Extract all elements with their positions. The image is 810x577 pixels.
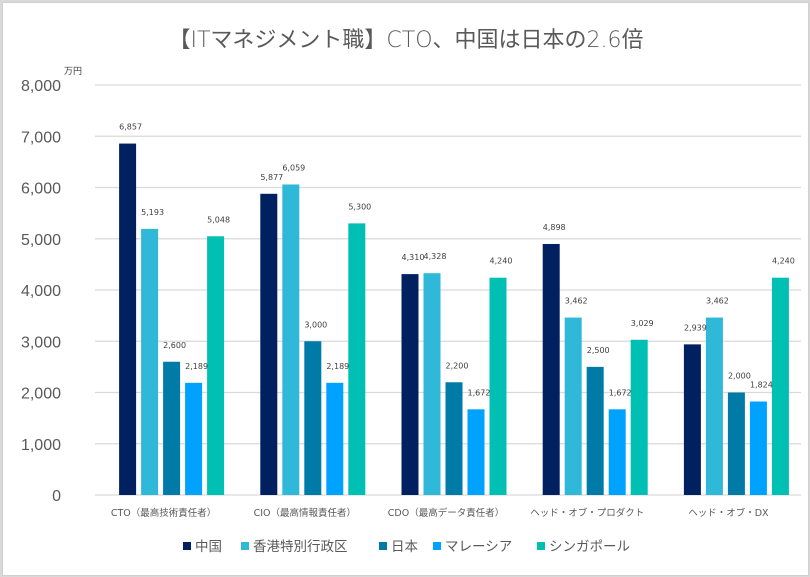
data-label: 4,240 <box>772 257 795 266</box>
data-label: 2,189 <box>326 362 349 371</box>
data-label: 2,000 <box>728 372 751 381</box>
x-tick-label: ヘッド・オブ・プロダクト <box>530 507 644 519</box>
bar <box>586 366 604 495</box>
x-tick-label: CTO（最高技術責任者） <box>111 507 216 519</box>
data-label: 1,824 <box>750 381 773 390</box>
data-label: 2,200 <box>446 361 469 370</box>
data-label: 1,672 <box>609 388 632 397</box>
legend-label: 中国 <box>195 539 222 555</box>
data-label: 6,857 <box>119 123 142 132</box>
bar <box>445 382 463 495</box>
bar <box>207 236 225 496</box>
data-label: 2,939 <box>684 323 707 332</box>
data-label: 4,328 <box>424 252 447 261</box>
bar <box>542 243 560 495</box>
bar <box>119 143 137 496</box>
data-label: 3,462 <box>706 297 729 306</box>
bar <box>260 193 278 495</box>
legend-item: マレーシア <box>433 539 512 555</box>
legend-item: 香港特別行政区 <box>241 539 348 555</box>
bar <box>348 223 366 495</box>
bar <box>749 401 767 495</box>
y-tick-label: 1,000 <box>21 437 61 454</box>
y-tick-label: 2,000 <box>21 386 61 403</box>
data-label: 4,240 <box>490 257 513 266</box>
data-label: 3,462 <box>565 297 588 306</box>
bar <box>282 184 300 495</box>
x-axis-ticks: CTO（最高技術責任者） CIO（最高情報責任者） CDO（最高データ責任者） ヘッド… <box>111 507 769 519</box>
legend-swatch <box>183 542 191 550</box>
data-label: 1,672 <box>468 388 491 397</box>
bar <box>608 409 626 495</box>
legend-swatch <box>241 542 249 550</box>
legend-label: 日本 <box>391 539 418 555</box>
data-label: 6,059 <box>282 163 305 172</box>
x-tick-label: CIO（最高情報責任者） <box>254 507 356 519</box>
data-label: 3,029 <box>631 319 654 328</box>
bar <box>683 344 701 495</box>
y-tick-label: 4,000 <box>21 283 61 300</box>
data-label: 5,193 <box>141 208 164 217</box>
legend-swatch <box>537 542 545 550</box>
legend-label: マレーシア <box>445 539 512 555</box>
bar-chart: 【ITマネジメント職】CTO、中国は日本の2.6倍 万円 0 1,000 2,000… <box>21 28 801 555</box>
bar <box>705 317 723 495</box>
legend-label: シンガポール <box>549 539 630 555</box>
data-label: 5,877 <box>260 173 283 182</box>
y-tick-label: 0 <box>52 488 61 505</box>
bar <box>401 274 419 495</box>
y-tick-label: 8,000 <box>21 78 61 95</box>
bar <box>727 392 745 495</box>
bar <box>489 277 507 495</box>
data-label: 2,500 <box>587 346 610 355</box>
x-tick-label: CDO（最高データ責任者） <box>388 507 504 519</box>
chart-title: 【ITマネジメント職】CTO、中国は日本の2.6倍 <box>168 28 643 53</box>
data-label: 4,898 <box>543 223 566 232</box>
bar <box>163 361 181 495</box>
bar <box>423 273 441 495</box>
bar <box>326 382 344 495</box>
data-label: 3,000 <box>304 320 327 329</box>
data-label: 5,300 <box>348 202 371 211</box>
bar <box>141 228 159 495</box>
legend-item: 中国 <box>183 539 222 555</box>
data-label: 2,189 <box>185 362 208 371</box>
legend-item: シンガポール <box>537 539 630 555</box>
bar <box>564 317 582 495</box>
bar <box>185 382 203 495</box>
data-label: 2,600 <box>163 341 186 350</box>
legend-swatch <box>433 542 441 550</box>
y-tick-label: 5,000 <box>21 232 61 249</box>
y-tick-label: 3,000 <box>21 334 61 351</box>
bar <box>771 277 789 495</box>
legend-label: 香港特別行政区 <box>253 539 348 555</box>
bar <box>304 341 322 495</box>
data-label: 4,310 <box>402 253 425 262</box>
bars <box>119 143 789 496</box>
legend-swatch <box>379 542 387 550</box>
legend: 中国 香港特別行政区 日本 マレーシア シンガポール <box>183 539 630 555</box>
bar <box>630 339 648 495</box>
data-label: 5,048 <box>207 215 230 224</box>
y-tick-label: 7,000 <box>21 129 61 146</box>
x-tick-label: ヘッド・オブ・DX <box>688 507 769 519</box>
bar <box>467 409 485 495</box>
unit-label: 万円 <box>64 66 82 77</box>
y-tick-label: 6,000 <box>21 181 61 198</box>
y-axis-ticks: 0 1,000 2,000 3,000 4,000 5,000 6,000 7,000 8,00… <box>21 78 61 505</box>
legend-item: 日本 <box>379 539 418 555</box>
